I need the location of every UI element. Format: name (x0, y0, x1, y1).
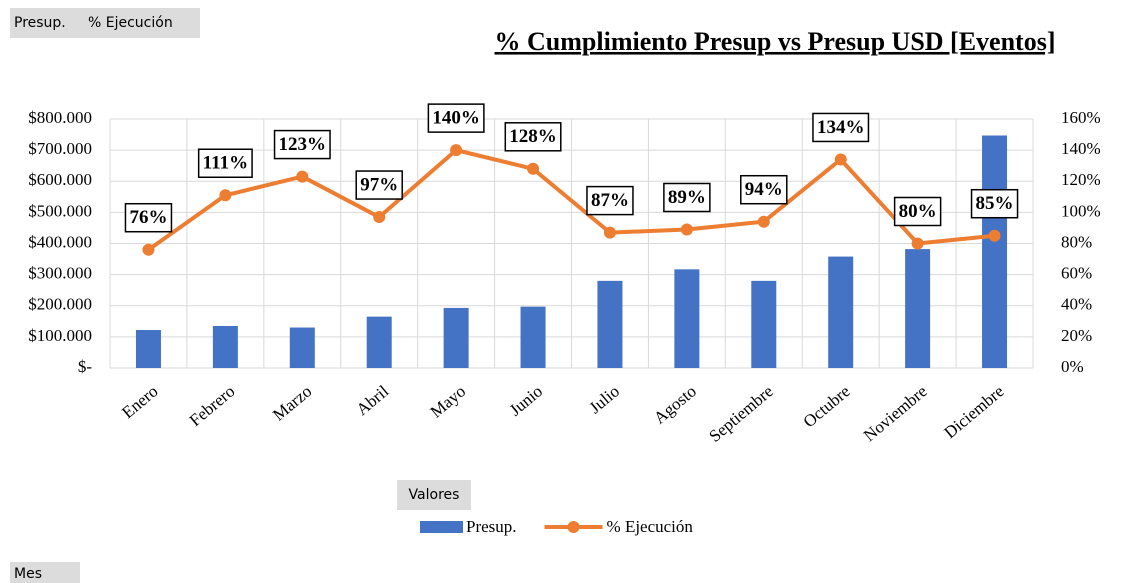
data-label-box (355, 170, 403, 200)
axis-field-button[interactable] (10, 562, 80, 583)
line-point (373, 211, 386, 224)
data-label-box (970, 188, 1019, 219)
data-label-box (740, 174, 788, 205)
data-label-box (197, 148, 253, 179)
y-tick-label: $700.000 (28, 139, 92, 158)
data-label: 128% (509, 126, 557, 147)
y-tick-label: $400.000 (28, 232, 92, 251)
line-point (296, 170, 309, 183)
y-tick-label: $600.000 (28, 170, 92, 189)
x-tick-label: Febrero (186, 382, 239, 431)
bar (828, 256, 854, 368)
data-label-box (504, 122, 562, 152)
data-label: 97% (360, 174, 398, 195)
bar (982, 135, 1008, 368)
bar (520, 306, 546, 368)
line-point (219, 189, 232, 202)
data-label: 89% (668, 187, 706, 208)
y2-tick-label: 20% (1061, 326, 1092, 345)
x-tick-label: Noviembre (860, 382, 931, 446)
x-tick-label: Septiembre (705, 382, 777, 446)
bar (135, 330, 161, 368)
bar (905, 249, 931, 368)
y2-tick-label: 40% (1061, 295, 1092, 314)
x-tick-label: Julio (586, 382, 624, 418)
y2-tick-label: 160% (1061, 108, 1101, 127)
line-point (450, 144, 463, 157)
bar (289, 327, 315, 368)
field-button[interactable]: % Ejecución (88, 15, 173, 31)
line-point (142, 243, 155, 256)
y-tick-label: $500.000 (28, 201, 92, 220)
line-point (988, 229, 1001, 242)
bar (212, 325, 238, 368)
y2-tick-label: 60% (1061, 264, 1092, 283)
x-tick-label: Octubre (800, 382, 854, 432)
legend-title-button[interactable] (397, 480, 471, 510)
x-tick-label: Agosto (650, 382, 700, 428)
y-tick-label: $300.000 (28, 264, 92, 283)
data-label: 76% (129, 207, 167, 228)
y-tick-label: $200.000 (28, 295, 92, 314)
bar (443, 307, 469, 368)
field-button[interactable]: Presup. (14, 15, 66, 31)
y2-tick-label: 0% (1061, 357, 1084, 376)
x-tick-label: Enero (118, 382, 161, 423)
y2-tick-label: 80% (1061, 232, 1092, 251)
y2-tick-label: 140% (1061, 139, 1101, 158)
data-label: 87% (591, 190, 629, 211)
y2-tick-label: 100% (1061, 201, 1101, 220)
axis-field[interactable]: Mes (14, 566, 42, 582)
data-label-box (427, 103, 485, 133)
legend-label: % Ejecución (607, 517, 694, 536)
line-point (527, 162, 540, 175)
line-point (680, 223, 693, 236)
line-point (603, 226, 616, 239)
line-point (757, 215, 770, 228)
y-tick-label: $- (78, 357, 93, 376)
bar (674, 269, 700, 368)
data-label: 94% (745, 179, 783, 200)
bar (366, 316, 392, 368)
data-label: 85% (976, 193, 1014, 214)
field-buttons[interactable] (10, 8, 200, 38)
x-tick-label: Abril (353, 381, 393, 419)
data-label: 123% (279, 134, 327, 155)
bar (597, 280, 623, 368)
legend-label: Presup. (466, 517, 517, 536)
y2-tick-label: 120% (1061, 170, 1101, 189)
data-label: 80% (899, 201, 937, 222)
data-label-box (663, 182, 711, 213)
data-label-box (893, 196, 942, 227)
data-label: 111% (203, 153, 248, 174)
line-point (834, 153, 847, 166)
legend-marker (567, 521, 580, 533)
x-tick-label: Junio (506, 382, 546, 420)
legend-title[interactable]: Valores (409, 487, 460, 503)
data-label-box (586, 185, 634, 216)
line-point (911, 237, 924, 250)
x-tick-label: Marzo (269, 382, 315, 425)
data-label-box (273, 129, 331, 160)
chart-title: % Cumplimiento Presup vs Presup USD [Eve… (495, 27, 1056, 56)
x-tick-label: Diciembre (940, 382, 1007, 443)
data-label: 134% (817, 117, 865, 138)
line (147, 148, 995, 252)
data-label-box (812, 112, 870, 143)
data-label-box (124, 202, 173, 233)
data-label: 140% (432, 107, 480, 128)
y-tick-label: $800.000 (28, 108, 92, 127)
legend-swatch (420, 521, 463, 533)
bar (751, 280, 777, 368)
y-tick-label: $100.000 (28, 326, 92, 345)
x-tick-label: Mayo (427, 382, 470, 422)
